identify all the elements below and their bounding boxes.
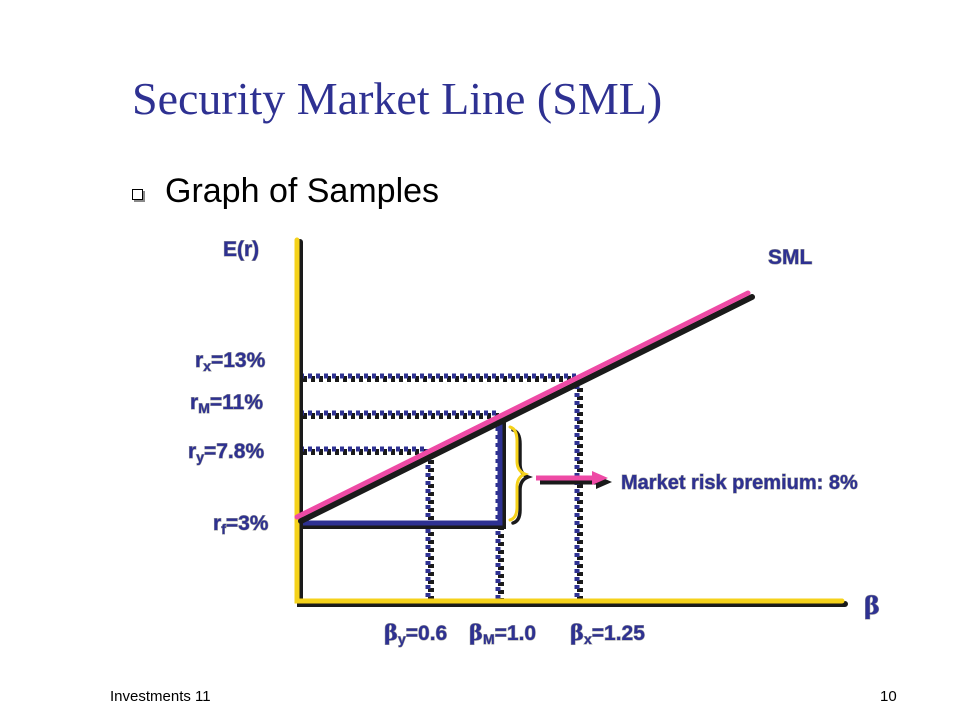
beta-label-bx: βx=1.25 [570,620,645,647]
rate-label-ry: ry=7.8% [188,440,264,465]
footer-course-name: Investments 11 [110,688,211,705]
market-risk-premium-label: Market risk premium: 8% [621,472,858,494]
guide-lines [300,373,580,601]
beta-label-bm: βM=1.0 [469,620,536,647]
bullet-item: Graph of Samples [132,172,439,211]
rate-label-rx: rx=13% [195,349,266,374]
rf-bracket [297,418,506,529]
sml-line [294,290,755,524]
brace-icon [508,425,533,525]
sml-label: SML [768,246,813,269]
beta-label-by: βy=0.6 [384,620,447,647]
rate-label-rf: rf=3% [213,512,269,537]
bullet-text: Graph of Samples [165,172,440,210]
arrow-icon [536,471,612,489]
square-bullet-icon [132,189,143,200]
y-axis-label: E(r) [223,238,259,261]
axis-lines [294,237,845,604]
rate-label-rm: rM=11% [190,391,263,416]
x-axis-beta-symbol: β [864,591,880,620]
footer-page-number: 10 [880,688,897,705]
axes [294,237,848,607]
slide-title: Security Market Line (SML) [132,73,663,124]
